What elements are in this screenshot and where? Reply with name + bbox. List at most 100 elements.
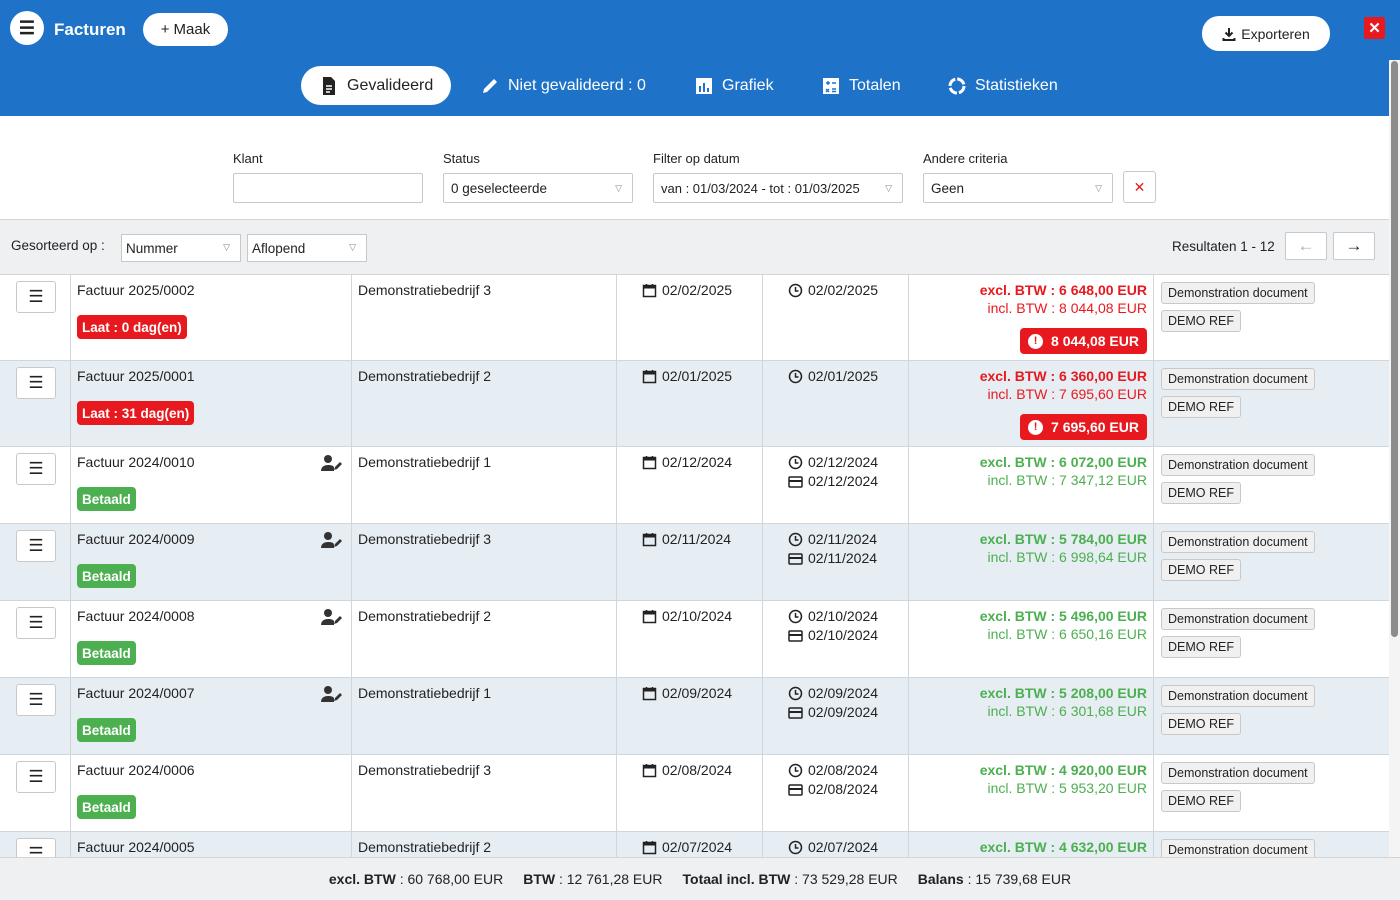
row-menu-button[interactable]: ☰ — [16, 761, 56, 793]
row-menu-button[interactable]: ☰ — [16, 530, 56, 562]
tab-niet-gevalideerd[interactable]: Niet gevalideerd : 0 — [480, 66, 646, 105]
other-criteria-select[interactable]: Geen ▽ — [923, 173, 1113, 203]
client-cell — [352, 524, 617, 600]
tab-gevalideerd[interactable]: Gevalideerd — [301, 66, 452, 105]
donut-chart-icon — [948, 77, 966, 94]
amount-incl: incl. BTW : 7 695,60 EUR — [987, 386, 1147, 402]
document-tag[interactable]: Demonstration document — [1161, 454, 1315, 476]
row-menu-button[interactable]: ☰ — [16, 607, 56, 639]
invoice-number[interactable]: Factuur 2024/0008 — [77, 608, 195, 624]
close-button[interactable]: ✕ — [1364, 17, 1385, 39]
table-row[interactable]: ☰ Factuur 2024/0010 Betaald Demonstratiebed… — [0, 447, 1389, 524]
main-menu-button[interactable]: ☰ — [10, 11, 44, 45]
table-row[interactable]: ☰ Factuur 2024/0008 Betaald Demonstratiebed… — [0, 601, 1389, 678]
credit-card-icon — [788, 706, 803, 719]
credit-card-icon — [788, 475, 803, 488]
date-range-value: van : 01/03/2024 - tot : 01/03/2025 — [661, 180, 860, 196]
row-menu-button[interactable]: ☰ — [16, 684, 56, 716]
row-menu-button[interactable]: ☰ — [16, 281, 56, 313]
payment-date-value: 02/09/2024 — [808, 704, 879, 720]
amount-cell — [909, 524, 1154, 600]
table-row[interactable]: ☰ Factuur 2024/0006 Betaald Demonstratiebed… — [0, 755, 1389, 832]
table-row[interactable]: ☰ Factuur 2024/0007 Betaald Demonstratiebed… — [0, 678, 1389, 755]
client-name[interactable]: Demonstratiebedrijf 2 — [358, 839, 492, 855]
row-menu-button[interactable]: ☰ — [16, 838, 56, 857]
user-edit-icon[interactable] — [320, 608, 342, 626]
row-menu-button[interactable]: ☰ — [16, 367, 56, 399]
client-name[interactable]: Demonstratiebedrijf 3 — [358, 762, 492, 778]
reference-tag[interactable]: DEMO REF — [1161, 636, 1241, 658]
previous-page-button[interactable]: ← — [1285, 232, 1327, 260]
invoice-number[interactable]: Factuur 2024/0006 — [77, 762, 195, 778]
clear-filters-button[interactable]: ✕ — [1123, 171, 1156, 203]
user-edit-icon[interactable] — [320, 454, 342, 472]
status-filter-label: Status — [443, 151, 480, 166]
invoice-date: 02/12/2024 — [642, 454, 732, 470]
document-tag[interactable]: Demonstration document — [1161, 608, 1315, 630]
user-edit-icon[interactable] — [320, 685, 342, 703]
table-row[interactable]: ☰ Factuur 2024/0009 Betaald Demonstratiebed… — [0, 524, 1389, 601]
document-tag[interactable]: Demonstration document — [1161, 685, 1315, 707]
alert-icon: ! — [1028, 333, 1044, 349]
document-tag[interactable]: Demonstration document — [1161, 531, 1315, 553]
invoice-number[interactable]: Factuur 2024/0007 — [77, 685, 195, 701]
date-cell — [617, 275, 763, 360]
payment-date: 02/11/2024 — [788, 550, 877, 566]
table-row[interactable]: ☰ Factuur 2024/0005 Demonstratiebedrijf 2 0… — [0, 832, 1389, 857]
status-select[interactable]: 0 geselecteerde ▽ — [443, 173, 633, 203]
date-range-select[interactable]: van : 01/03/2024 - tot : 01/03/2025 ▽ — [653, 173, 903, 203]
invoice-date: 02/02/2025 — [642, 282, 732, 298]
client-name[interactable]: Demonstratiebedrijf 3 — [358, 531, 492, 547]
number-cell — [71, 524, 352, 600]
scrollbar-thumb[interactable] — [1391, 61, 1398, 637]
row-menu-cell — [0, 361, 71, 446]
amount-cell — [909, 755, 1154, 831]
status-badge: Betaald — [77, 487, 136, 511]
table-row[interactable]: ☰ Factuur 2025/0002 Laat : 0 dag(en) Demons… — [0, 275, 1389, 361]
chevron-down-icon: ▽ — [223, 242, 230, 252]
tab-statistieken[interactable]: Statistieken — [947, 66, 1058, 105]
credit-card-icon — [788, 552, 803, 565]
tab-grafiek[interactable]: Grafiek — [694, 66, 774, 105]
client-name[interactable]: Demonstratiebedrijf 2 — [358, 368, 492, 384]
invoice-number[interactable]: Factuur 2025/0001 — [77, 368, 195, 384]
export-button[interactable]: Exporteren — [1202, 16, 1330, 51]
client-name[interactable]: Demonstratiebedrijf 3 — [358, 282, 492, 298]
document-tag[interactable]: Demonstration document — [1161, 762, 1315, 784]
make-button[interactable]: + Maak — [143, 13, 228, 46]
sort-field-select[interactable]: Nummer ▽ — [121, 234, 241, 262]
other-criteria-value: Geen — [931, 180, 965, 196]
footer-balance-value: : 15 739,68 EUR — [967, 871, 1072, 887]
invoice-number[interactable]: Factuur 2024/0009 — [77, 531, 195, 547]
amount-cell — [909, 275, 1154, 360]
client-cell — [352, 447, 617, 523]
row-menu-button[interactable]: ☰ — [16, 453, 56, 485]
invoice-date-value: 02/02/2025 — [662, 282, 733, 298]
reference-tag[interactable]: DEMO REF — [1161, 482, 1241, 504]
reference-tag[interactable]: DEMO REF — [1161, 310, 1241, 332]
status-badge: Laat : 0 dag(en) — [77, 315, 187, 339]
client-name[interactable]: Demonstratiebedrijf 1 — [358, 685, 492, 701]
reference-tag[interactable]: DEMO REF — [1161, 790, 1241, 812]
hamburger-icon: ☰ — [28, 287, 44, 306]
reference-tag[interactable]: DEMO REF — [1161, 713, 1241, 735]
user-edit-icon[interactable] — [320, 531, 342, 549]
calendar-icon — [642, 763, 657, 777]
sort-order-select[interactable]: Aflopend ▽ — [247, 234, 367, 262]
document-tag[interactable]: Demonstration document — [1161, 282, 1315, 304]
reference-tag[interactable]: DEMO REF — [1161, 396, 1241, 418]
document-tag[interactable]: Demonstration document — [1161, 368, 1315, 390]
tab-totalen[interactable]: Totalen — [821, 66, 901, 105]
invoice-number[interactable]: Factuur 2024/0010 — [77, 454, 195, 470]
client-input[interactable] — [233, 173, 423, 203]
invoice-number[interactable]: Factuur 2025/0002 — [77, 282, 195, 298]
next-page-button[interactable]: → — [1333, 232, 1375, 260]
chevron-down-icon: ▽ — [349, 242, 356, 252]
reference-tag[interactable]: DEMO REF — [1161, 559, 1241, 581]
client-name[interactable]: Demonstratiebedrijf 2 — [358, 608, 492, 624]
invoice-number[interactable]: Factuur 2024/0005 — [77, 839, 195, 855]
document-tag[interactable]: Demonstration document — [1161, 839, 1315, 857]
status-badge: Betaald — [77, 718, 136, 742]
client-name[interactable]: Demonstratiebedrijf 1 — [358, 454, 492, 470]
table-row[interactable]: ☰ Factuur 2025/0001 Laat : 31 dag(en) Demon… — [0, 361, 1389, 447]
